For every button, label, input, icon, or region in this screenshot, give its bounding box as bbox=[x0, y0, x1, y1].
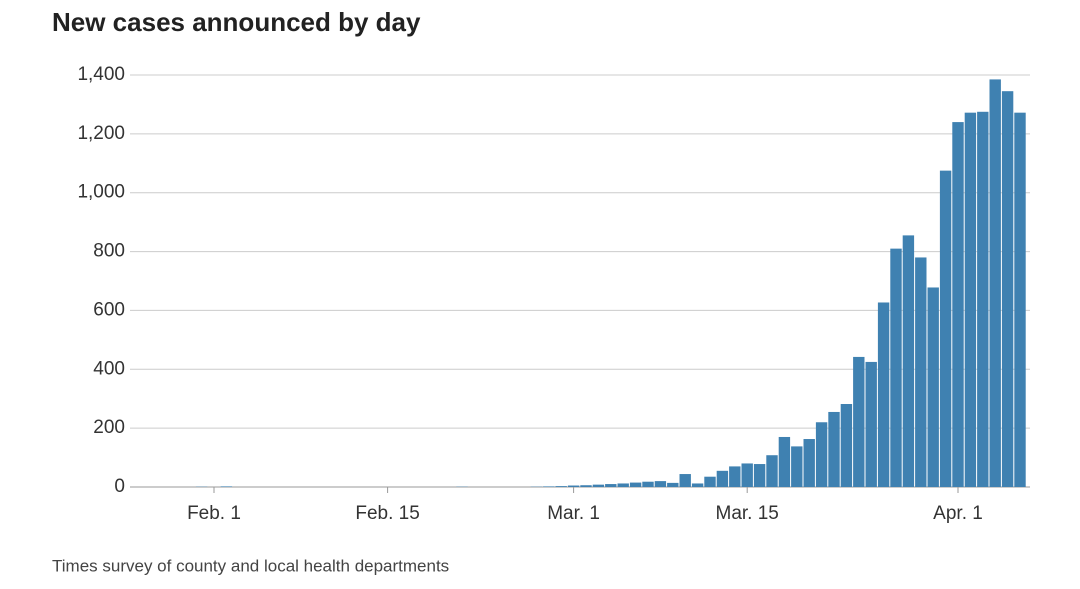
bar bbox=[828, 411, 840, 487]
y-tick-label: 200 bbox=[93, 417, 125, 438]
x-tick-label: Mar. 1 bbox=[547, 503, 600, 524]
bar bbox=[654, 481, 667, 487]
bar bbox=[1001, 91, 1014, 487]
y-tick-label: 800 bbox=[93, 241, 125, 262]
bar bbox=[791, 446, 803, 487]
x-tick-label: Apr. 1 bbox=[933, 503, 983, 524]
bar bbox=[679, 474, 691, 487]
bar bbox=[629, 482, 642, 487]
y-tick-label: 1,400 bbox=[77, 64, 125, 85]
y-tick-label: 600 bbox=[93, 299, 125, 320]
bar bbox=[667, 482, 679, 487]
y-tick-label: 1,000 bbox=[77, 182, 125, 203]
bar bbox=[567, 485, 580, 487]
bar bbox=[766, 455, 778, 487]
bar bbox=[778, 436, 791, 487]
bar bbox=[803, 439, 815, 487]
x-tick-label: Mar. 15 bbox=[716, 503, 779, 524]
bar bbox=[927, 287, 939, 487]
bar bbox=[915, 257, 927, 487]
bar bbox=[592, 484, 605, 487]
bar bbox=[865, 361, 877, 487]
source-note: Times survey of county and local health … bbox=[52, 556, 449, 575]
bar bbox=[939, 170, 952, 487]
bar bbox=[952, 122, 964, 487]
bar bbox=[543, 486, 555, 487]
bar bbox=[1014, 112, 1026, 487]
bar bbox=[617, 483, 629, 487]
y-tick-label: 400 bbox=[93, 358, 125, 379]
bar bbox=[729, 466, 741, 487]
bar bbox=[890, 248, 902, 487]
bar bbox=[840, 404, 853, 487]
y-tick-label: 0 bbox=[114, 476, 125, 497]
bar bbox=[716, 470, 729, 487]
y-tick-label: 1,200 bbox=[77, 123, 125, 144]
bar bbox=[691, 483, 704, 487]
bar bbox=[555, 486, 567, 487]
bar bbox=[902, 235, 915, 487]
bar bbox=[964, 112, 977, 487]
x-tick-label: Feb. 1 bbox=[187, 503, 241, 524]
bar bbox=[853, 356, 865, 487]
bar bbox=[605, 484, 617, 487]
chart-title: New cases announced by day bbox=[52, 7, 421, 37]
bar bbox=[815, 422, 828, 487]
bar bbox=[989, 79, 1001, 488]
bar bbox=[704, 476, 716, 487]
bar bbox=[753, 464, 766, 487]
bar bbox=[580, 485, 592, 487]
bar bbox=[642, 481, 654, 487]
bar bbox=[741, 463, 753, 487]
bar bbox=[877, 302, 890, 487]
bar bbox=[220, 486, 233, 487]
x-tick-label: Feb. 15 bbox=[355, 503, 419, 524]
bar bbox=[977, 111, 989, 488]
